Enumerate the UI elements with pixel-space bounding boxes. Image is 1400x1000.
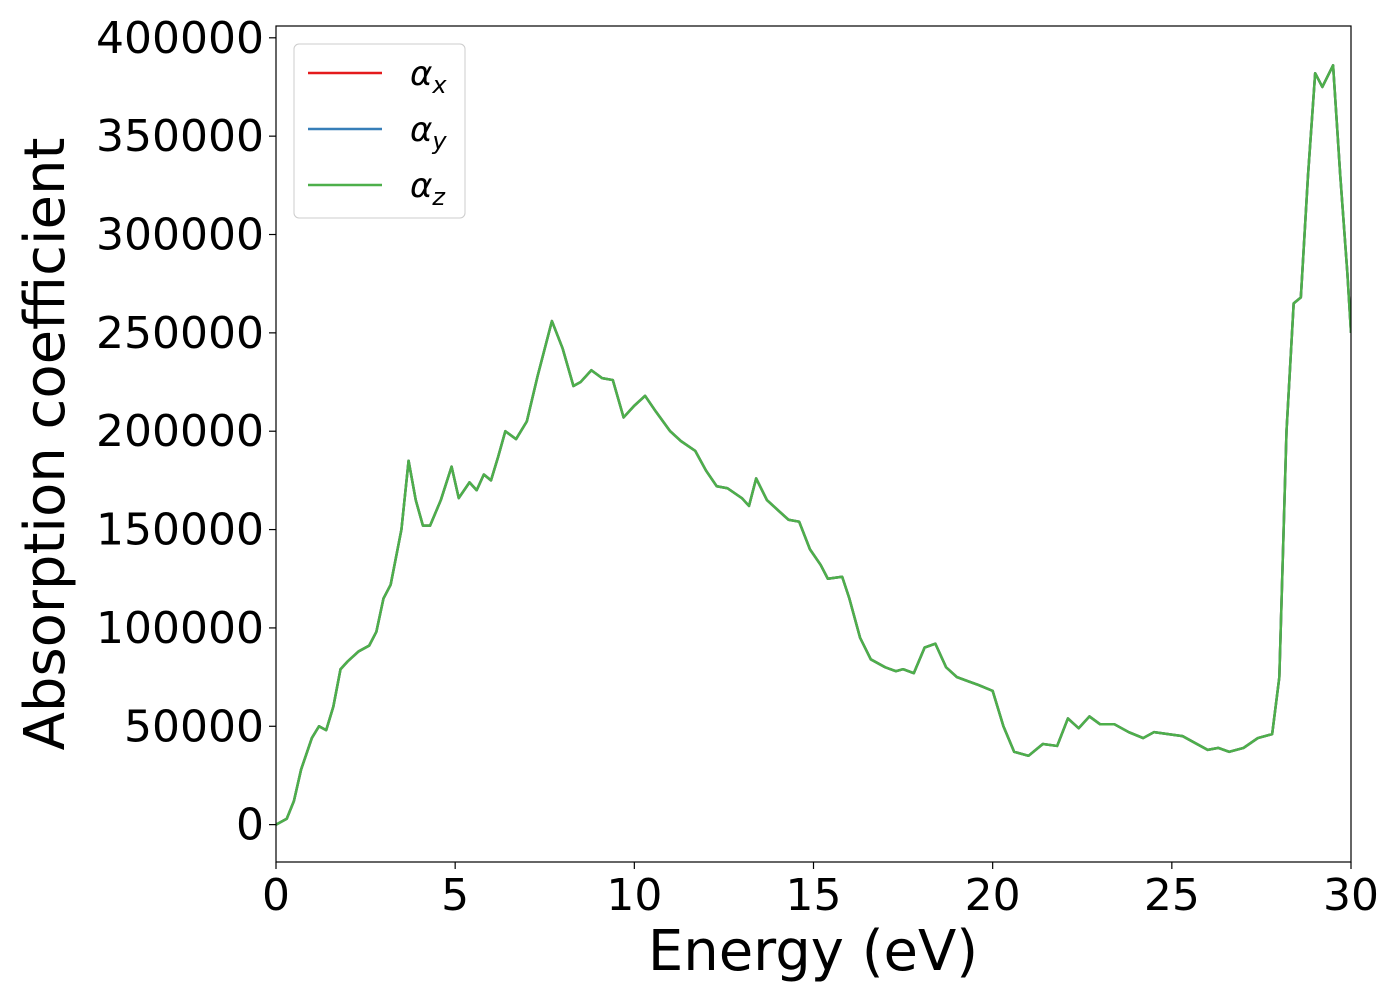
x-axis-label: Energy (eV)	[648, 919, 978, 984]
x-tick-label: 30	[1323, 870, 1379, 921]
y-tick-label: 0	[236, 800, 264, 851]
legend-label: αx	[410, 54, 447, 99]
y-tick-label: 250000	[96, 308, 264, 359]
x-tick-label: 20	[965, 870, 1021, 921]
y-tick-label: 400000	[96, 13, 264, 64]
y-tick-label: 350000	[96, 111, 264, 162]
legend-box	[293, 43, 466, 219]
y-tick-label: 100000	[96, 603, 264, 654]
plot-frame	[275, 25, 1352, 863]
data-line	[276, 64, 1351, 826]
legend-label: αz	[410, 166, 446, 211]
x-tick-label: 10	[606, 870, 662, 921]
plot-lines	[276, 64, 1351, 826]
x-tick-label: 25	[1144, 870, 1200, 921]
y-axis-label: Absorption coefficient	[13, 138, 78, 751]
y-tick-label: 200000	[96, 406, 264, 457]
legend-label: αy	[410, 110, 447, 155]
x-tick-label: 15	[786, 870, 842, 921]
y-tick-label: 300000	[96, 210, 264, 261]
x-tick-label: 0	[262, 870, 290, 921]
y-tick-label: 50000	[124, 701, 264, 752]
y-tick-label: 150000	[96, 505, 264, 556]
x-tick-label: 5	[441, 870, 469, 921]
